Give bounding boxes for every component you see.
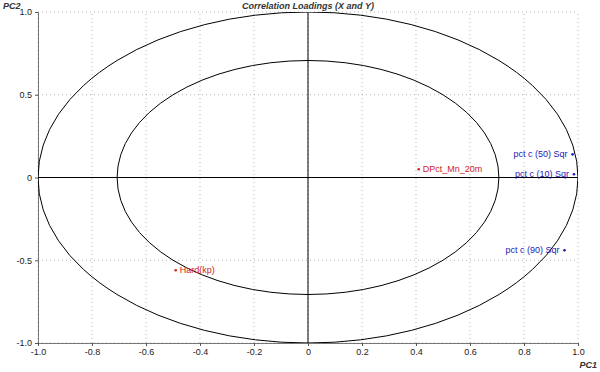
tick-label: 0.8: [518, 347, 531, 357]
tick: -0.5: [16, 256, 38, 266]
tick: 0.6: [464, 343, 477, 357]
tick-label: 0.4: [410, 347, 423, 357]
point: [571, 153, 574, 156]
points: [174, 153, 575, 271]
tick: -0.8: [85, 343, 101, 357]
tick: 0.5: [19, 90, 38, 100]
tick-mark: [35, 260, 38, 261]
tick: 0: [27, 173, 38, 183]
tick-label: -1.0: [31, 347, 47, 357]
point-label: Hard(kp): [180, 265, 215, 275]
tick: 1.0: [19, 7, 38, 17]
x-axis: -1.0 -0.8 -0.6 -0.4 -0.2 0 0.2 0.4 0.6 0.8 1.0: [31, 343, 585, 357]
tick-label: 0.6: [464, 347, 477, 357]
tick-mark: [416, 343, 417, 346]
tick-label: -0.6: [139, 347, 155, 357]
tick-mark: [146, 343, 147, 346]
point: [174, 269, 177, 272]
tick-mark: [35, 178, 38, 179]
title: Correlation Loadings (X and Y): [242, 1, 374, 11]
tick: -0.6: [139, 343, 155, 357]
zero-line: [38, 177, 578, 178]
tick: 1.0: [572, 343, 585, 357]
point: [417, 168, 420, 171]
tick: -1.0: [31, 343, 47, 357]
axis-line: [35, 13, 39, 344]
point: [573, 173, 576, 176]
tick-label: -0.5: [16, 256, 32, 266]
tick-label: 0.5: [19, 90, 32, 100]
y-axis-title: PC2: [3, 1, 21, 11]
tick-label: -0.8: [85, 347, 101, 357]
tick-label: 0: [306, 347, 311, 357]
tick-mark: [524, 343, 525, 346]
tick-mark: [35, 343, 38, 344]
ellipse: [117, 60, 499, 294]
tick: -1.0: [16, 338, 38, 348]
axis-line: [39, 344, 579, 347]
tick: -0.2: [247, 343, 263, 357]
x-axis-title: PC1: [579, 360, 597, 370]
point-label: pct c (10) Sqr: [515, 169, 569, 179]
chart: -1.0-0.8-0.6-0.4-0.200.20.40.60.81.0-1.0…: [0, 0, 600, 372]
tick-label: -0.2: [247, 347, 263, 357]
tick-label: -0.4: [193, 347, 209, 357]
point-label: pct c (90) Sqr: [505, 245, 559, 255]
tick-mark: [200, 343, 201, 346]
tick-label: 0.2: [356, 347, 369, 357]
y-axis: -1.0 -0.5 0 0.5 1.0: [16, 7, 38, 348]
tick-mark: [308, 343, 309, 346]
tick-mark: [362, 343, 363, 346]
tick: 0.8: [518, 343, 531, 357]
point-labels: pct c (50) Sqr pct c (10) Sqr pct c (90) S…: [180, 149, 569, 275]
tick-mark: [35, 95, 38, 96]
ellipse: [38, 12, 578, 343]
tick: -0.4: [193, 343, 209, 357]
tick-label: -1.0: [16, 338, 32, 348]
tick: 0.4: [410, 343, 423, 357]
grid: [38, 12, 578, 343]
point-label: DPct_Mn_20m: [423, 164, 483, 174]
tick-label: 0: [27, 173, 32, 183]
tick-mark: [92, 343, 93, 346]
tick-mark: [254, 343, 255, 346]
tick-mark: [470, 343, 471, 346]
tick: 0: [306, 343, 311, 357]
grid-line: [38, 177, 578, 178]
tick-label: 1.0: [19, 7, 32, 17]
tick-mark: [35, 12, 38, 13]
point: [563, 249, 566, 252]
tick-label: 1.0: [572, 347, 585, 357]
tick-mark: [578, 343, 579, 346]
point-label: pct c (50) Sqr: [514, 149, 568, 159]
tick: 0.2: [356, 343, 369, 357]
ellipses: [38, 12, 578, 343]
